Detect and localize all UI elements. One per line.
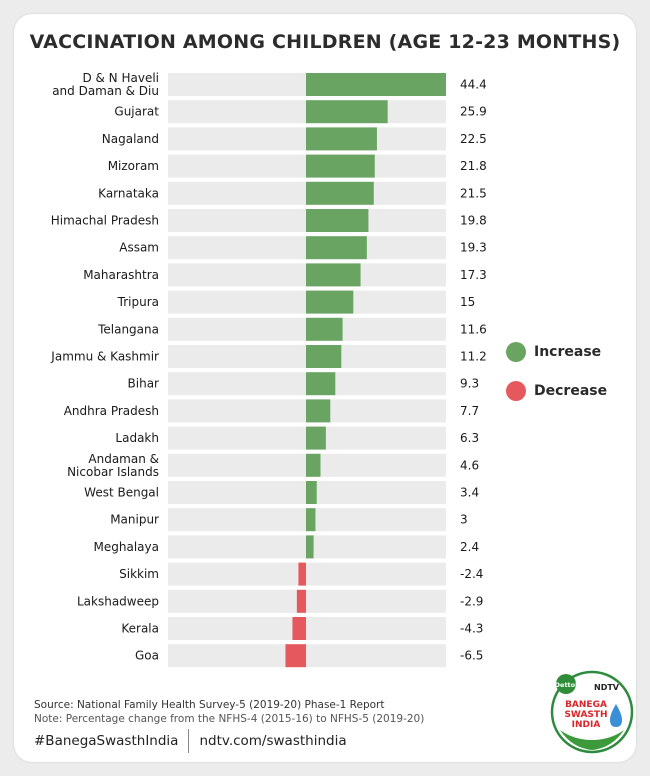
value-label: 21.5 <box>460 186 487 200</box>
footer-divider <box>188 729 190 753</box>
category-label: Ladakh <box>115 431 159 445</box>
bar <box>306 127 377 151</box>
bar <box>306 154 375 178</box>
bar <box>306 481 317 504</box>
bar <box>306 73 446 96</box>
bar-track <box>168 617 446 640</box>
bar <box>306 209 369 232</box>
category-label: Mizoram <box>108 159 159 173</box>
bar <box>306 236 367 260</box>
value-label: 2.4 <box>460 540 479 554</box>
value-label: -2.9 <box>460 594 483 608</box>
value-label: 21.8 <box>460 159 487 173</box>
legend-item-decrease: Decrease <box>506 381 607 401</box>
category-label: Telangana <box>97 322 159 336</box>
category-label: Tripura <box>117 295 159 309</box>
value-label: 3.4 <box>460 486 479 500</box>
category-label: Andaman & Nicobar Islands <box>67 452 159 479</box>
value-label: 17.3 <box>460 268 487 282</box>
category-label: Gujarat <box>114 105 159 119</box>
footer: #BanegaSwasthIndia ndtv.com/swasthindia <box>34 729 347 753</box>
value-label: 11.2 <box>460 350 487 364</box>
chart-title: VACCINATION AMONG CHILDREN (AGE 12-23 MO… <box>29 31 621 53</box>
bar <box>306 372 336 396</box>
svg-text:INDIA: INDIA <box>572 720 601 730</box>
value-label: 6.3 <box>460 431 479 445</box>
category-label: Maharashtra <box>83 268 159 282</box>
value-label: 9.3 <box>460 377 479 391</box>
bar <box>306 100 388 124</box>
bar <box>306 317 343 341</box>
value-label: 19.3 <box>460 241 487 255</box>
bar <box>306 535 314 559</box>
category-label: Andhra Pradesh <box>64 404 159 418</box>
legend-label-decrease: Decrease <box>534 383 608 399</box>
svg-text:NDTV: NDTV <box>594 683 620 692</box>
bar <box>306 399 331 423</box>
site-link[interactable]: ndtv.com/swasthindia <box>199 733 347 749</box>
value-label: 44.4 <box>460 78 487 92</box>
value-label: -4.3 <box>460 622 483 636</box>
banega-swasth-india-logo: Dettol NDTV BANEGA SWASTH INDIA <box>550 670 634 754</box>
category-label: Kerala <box>121 622 159 636</box>
legend: Increase Decrease <box>506 342 607 420</box>
value-label: 3 <box>460 513 468 527</box>
bar-chart: D & N Haveli and Daman & Diu 44.4 Gujarat 25… <box>50 71 487 668</box>
legend-swatch-decrease <box>506 381 526 401</box>
category-label: Jammu & Kashmir <box>50 350 159 364</box>
category-label: Manipur <box>110 513 159 527</box>
bar-track <box>168 562 446 586</box>
bar <box>298 562 306 586</box>
svg-text:BANEGA: BANEGA <box>565 700 607 710</box>
bar <box>306 290 354 314</box>
value-label: 7.7 <box>460 404 479 418</box>
source-text: Source: National Family Health Survey-5 … <box>34 699 385 711</box>
bar <box>306 263 361 287</box>
category-label: Assam <box>119 241 159 255</box>
chart-card: VACCINATION AMONG CHILDREN (AGE 12-23 MO… <box>14 14 636 762</box>
category-label: Goa <box>135 649 159 663</box>
value-label: 4.6 <box>460 458 479 472</box>
category-label: Lakshadweep <box>77 594 159 608</box>
legend-label-increase: Increase <box>534 344 602 360</box>
bar <box>306 508 316 532</box>
category-label: West Bengal <box>84 486 159 500</box>
value-label: 22.5 <box>460 132 487 146</box>
category-label: Meghalaya <box>94 540 159 554</box>
svg-text:SWASTH: SWASTH <box>564 710 607 720</box>
category-label: Sikkim <box>119 567 159 581</box>
legend-swatch-increase <box>506 342 526 362</box>
category-label: Karnataka <box>98 186 159 200</box>
bar <box>306 345 342 368</box>
category-label: Himachal Pradesh <box>51 214 159 228</box>
note-text: Note: Percentage change from the NFHS-4 … <box>34 713 425 725</box>
bar-track <box>168 644 446 668</box>
bar <box>306 426 326 450</box>
legend-item-increase: Increase <box>506 342 607 362</box>
value-label: 15 <box>460 295 475 309</box>
bar <box>292 617 306 640</box>
bar <box>306 181 374 205</box>
bar-track <box>168 589 446 613</box>
value-label: 25.9 <box>460 105 487 119</box>
value-label: 11.6 <box>460 322 487 336</box>
value-label: -6.5 <box>460 649 483 663</box>
category-label: D & N Haveli and Daman & Diu <box>52 71 159 98</box>
bar <box>285 644 306 668</box>
category-label: Bihar <box>128 377 160 391</box>
category-label: Nagaland <box>102 132 159 146</box>
bar <box>296 589 306 613</box>
hashtag-text: #BanegaSwasthIndia <box>34 733 179 749</box>
svg-text:Dettol: Dettol <box>555 681 578 689</box>
value-label: 19.8 <box>460 214 487 228</box>
value-label: -2.4 <box>460 567 483 581</box>
bar <box>306 453 321 477</box>
